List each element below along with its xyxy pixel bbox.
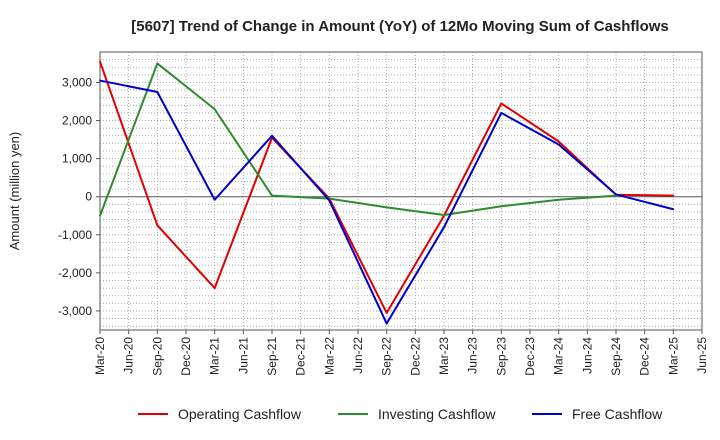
data-point-free-cashflow — [328, 199, 331, 202]
x-tick-label: Jun-25 — [695, 337, 709, 374]
x-tick-label: Jun-23 — [466, 337, 480, 374]
data-point-free-cashflow — [672, 208, 675, 211]
y-axis-label: Amount (million yen) — [7, 132, 22, 251]
series-group — [99, 60, 675, 325]
x-tick-label: Mar-25 — [666, 337, 680, 375]
y-tick-label: -3,000 — [58, 304, 92, 318]
y-axis: 3,000 2,000 1,000 0 -1,000 -2,000 -3,000 — [58, 75, 100, 318]
data-point-free-cashflow — [500, 112, 503, 114]
data-point-free-cashflow — [443, 226, 445, 229]
legend: Operating Cashflow Investing Cashflow Free… — [138, 406, 663, 422]
x-tick-label: Sep-23 — [494, 337, 508, 376]
y-tick-label: 2,000 — [62, 114, 92, 128]
grid — [100, 51, 702, 330]
x-tick-label: Dec-24 — [638, 337, 652, 376]
legend-label-free-cashflow: Free Cashflow — [572, 406, 663, 422]
x-tick-label: Dec-20 — [179, 337, 193, 376]
x-tick-label: Jun-22 — [351, 337, 365, 374]
data-point-operating-cashflow — [213, 287, 216, 290]
x-tick-label: Sep-21 — [265, 337, 279, 376]
x-tick-label: Jun-24 — [580, 337, 594, 374]
x-tick-label: Mar-24 — [552, 337, 566, 375]
x-tick-label: Mar-20 — [93, 337, 107, 375]
y-tick-label: 0 — [85, 190, 92, 204]
x-tick-label: Jun-21 — [236, 337, 250, 374]
data-point-investing-cashflow — [156, 62, 159, 65]
x-tick-label: Sep-24 — [609, 337, 623, 376]
data-point-investing-cashflow — [443, 214, 445, 216]
x-tick-label: Sep-20 — [150, 337, 164, 376]
data-point-investing-cashflow — [500, 205, 503, 208]
plot-frame — [99, 51, 703, 331]
data-point-free-cashflow — [385, 322, 388, 325]
data-point-investing-cashflow — [271, 194, 273, 197]
chart-title: [5607] Trend of Change in Amount (YoY) o… — [131, 18, 669, 35]
x-tick-label: Mar-21 — [208, 337, 222, 375]
data-point-operating-cashflow — [557, 140, 560, 143]
x-tick-label: Dec-23 — [523, 337, 537, 376]
data-point-free-cashflow — [213, 198, 216, 201]
data-point-operating-cashflow — [672, 194, 675, 197]
data-point-investing-cashflow — [99, 214, 101, 217]
data-point-investing-cashflow — [213, 108, 216, 111]
y-tick-label: 3,000 — [62, 75, 92, 89]
x-tick-label: Mar-22 — [322, 337, 336, 375]
series-line-investing-cashflow — [99, 62, 617, 217]
data-point-operating-cashflow — [99, 60, 101, 63]
y-tick-label: -2,000 — [58, 266, 92, 280]
data-point-free-cashflow — [99, 79, 101, 82]
data-point-investing-cashflow — [557, 198, 560, 201]
x-tick-label: Jun-20 — [122, 337, 136, 374]
data-point-operating-cashflow — [385, 311, 388, 314]
y-tick-label: 1,000 — [62, 152, 92, 166]
legend-label-investing-cashflow: Investing Cashflow — [378, 406, 496, 422]
x-tick-label: Dec-22 — [408, 337, 422, 376]
data-point-operating-cashflow — [500, 102, 503, 105]
data-point-operating-cashflow — [156, 224, 159, 227]
x-axis: Mar-20 Jun-20 Sep-20 Dec-20 Mar-21 Jun-21 Sep-… — [93, 330, 709, 376]
data-point-free-cashflow — [156, 91, 159, 93]
x-tick-label: Dec-21 — [294, 337, 308, 376]
y-tick-label: -1,000 — [58, 228, 92, 242]
legend-label-operating-cashflow: Operating Cashflow — [178, 406, 302, 422]
data-point-free-cashflow — [615, 193, 617, 196]
data-point-investing-cashflow — [385, 206, 388, 209]
data-point-free-cashflow — [271, 134, 273, 137]
x-tick-label: Sep-22 — [380, 337, 394, 376]
data-point-free-cashflow — [557, 143, 560, 146]
x-tick-label: Mar-23 — [437, 337, 451, 375]
